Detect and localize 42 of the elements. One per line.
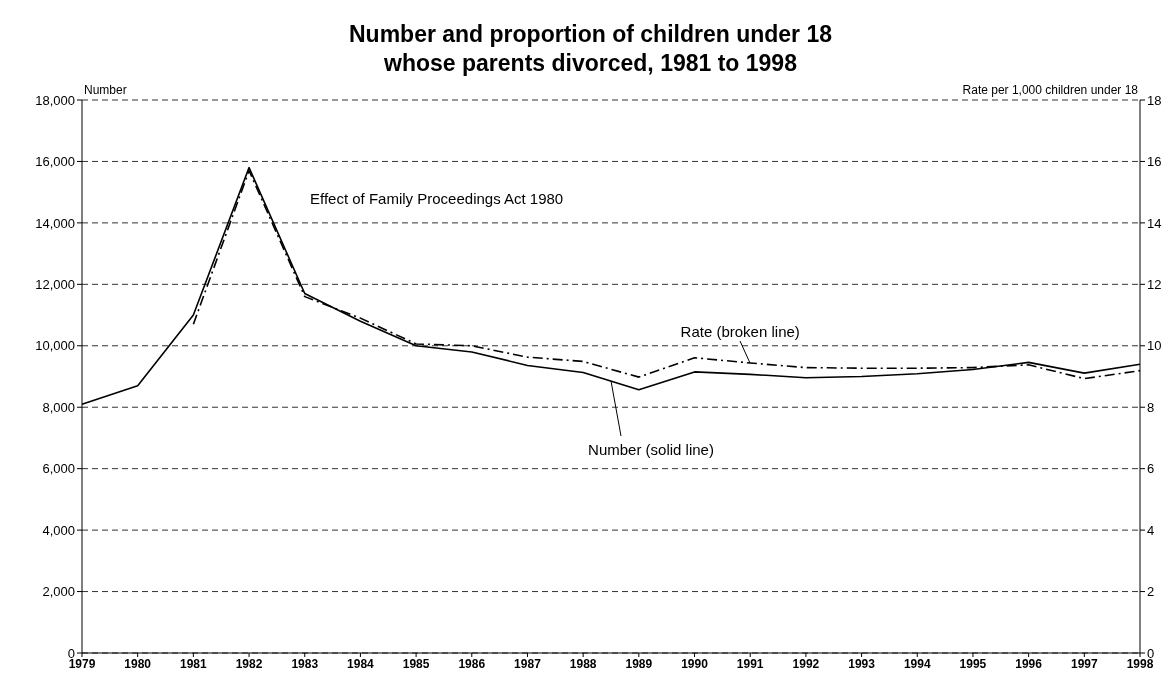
x-tick-label: 1988 [569,656,597,671]
y2-tick-label: 14 [1147,215,1162,231]
y-tick-label: 12,000 [35,276,75,292]
y2-tick-label: 6 [1147,461,1155,477]
x-tick-label: 1996 [1015,656,1043,671]
y2-tick-label: 10 [1147,338,1162,354]
y-tick-label: 8,000 [42,399,75,415]
x-tick-label: 1990 [681,656,709,671]
y2-tick-label: 2 [1147,584,1155,600]
x-tick-label: 1981 [180,656,208,671]
x-tick-label: 1992 [792,656,820,671]
x-tick-label: 1993 [848,656,876,671]
chart-title: Number and proportion of children under 18 whose parents divorced, 1981 to 1998 [348,20,833,78]
y-tick-label: 2,000 [42,584,75,600]
y2-axis-title: Rate per 1,000 children under 18 [962,83,1138,97]
x-tick-label: 1991 [736,656,764,671]
y-tick-label: 18,000 [35,92,75,108]
x-tick-label: 1997 [1070,656,1098,671]
y-tick-label: 16,000 [35,154,75,170]
y-tick-label: 14,000 [35,215,75,231]
y-tick-label: 6,000 [42,461,75,477]
x-tick-label: 1980 [124,656,152,671]
series-label: Rate (broken line) [680,322,800,340]
y2-tick-label: 18 [1147,92,1162,108]
y2-tick-label: 16 [1147,154,1162,170]
annotation: Effect of Family Proceedings Act 1980 [310,190,564,207]
x-tick-label: 1995 [959,656,987,671]
x-tick-label: 1989 [625,656,653,671]
y2-tick-label: 12 [1147,276,1162,292]
x-tick-label: 1983 [291,656,319,671]
y-tick-label: 4,000 [42,522,75,538]
x-tick-label: 1986 [458,656,486,671]
y2-tick-label: 4 [1147,522,1155,538]
text: Number (solid line) [588,441,714,459]
y-axis-title: Number [84,83,127,97]
x-tick-label: 1985 [402,656,430,671]
x-tick-label: 1994 [903,656,931,671]
y-tick-label: 10,000 [35,338,75,354]
x-tick-label: 1982 [235,656,263,671]
y2-tick-label: 8 [1147,399,1155,415]
x-tick-label: 1987 [514,656,542,671]
x-tick-label: 1984 [347,656,375,671]
